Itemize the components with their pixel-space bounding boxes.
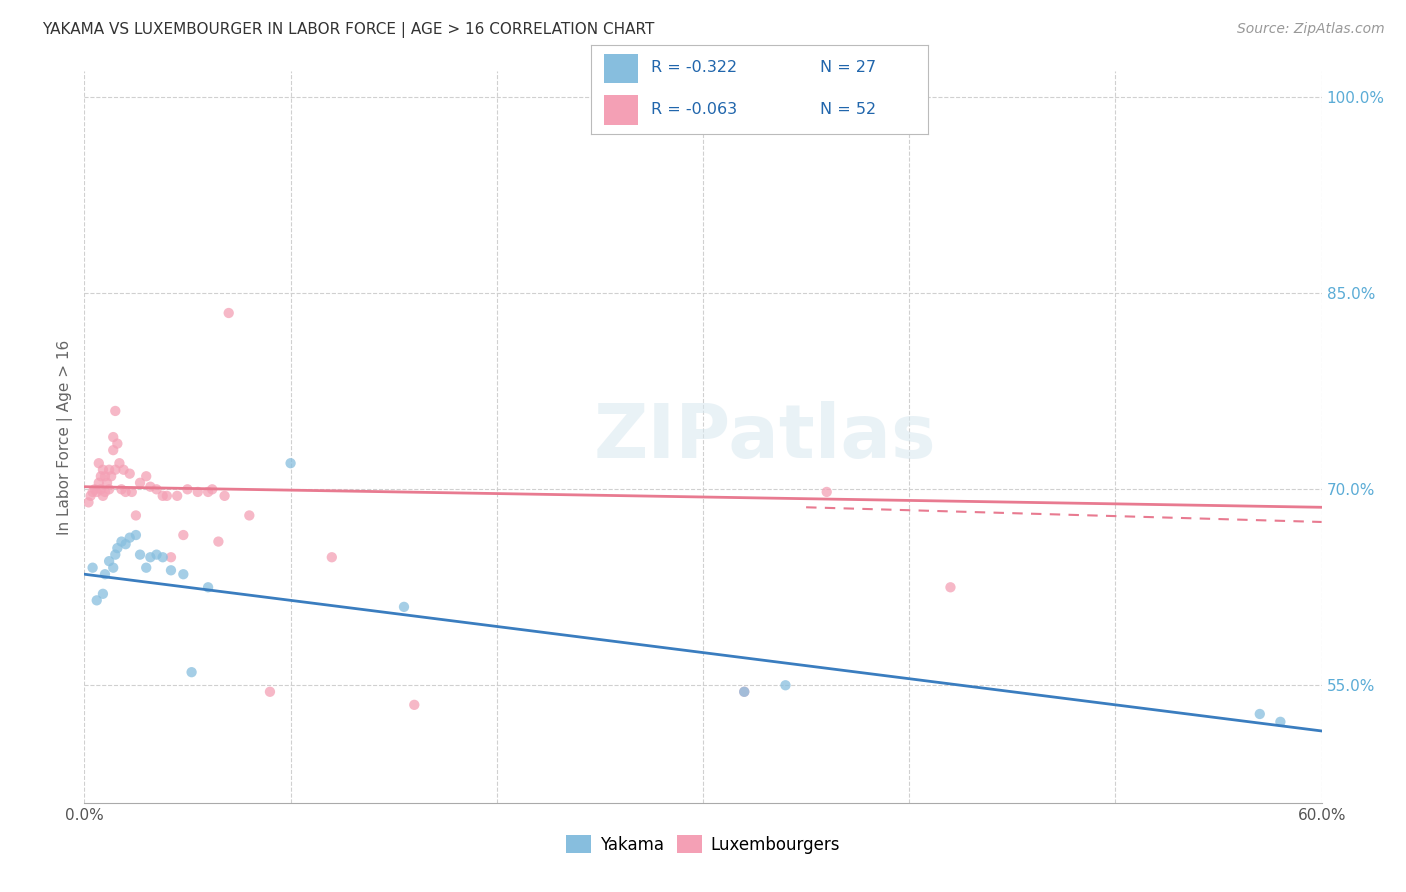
Point <box>197 580 219 594</box>
Point <box>176 483 198 497</box>
Point <box>118 531 141 545</box>
Point <box>112 463 135 477</box>
Point <box>201 483 224 497</box>
Point <box>82 560 104 574</box>
Text: Source: ZipAtlas.com: Source: ZipAtlas.com <box>1237 22 1385 37</box>
Point <box>139 480 162 494</box>
Point <box>108 456 131 470</box>
Text: ZIPatlas: ZIPatlas <box>593 401 936 474</box>
Point <box>125 528 148 542</box>
Point <box>1249 706 1271 721</box>
Point <box>280 456 302 470</box>
Point <box>96 475 118 490</box>
Point <box>733 685 755 699</box>
Point <box>121 485 143 500</box>
Point <box>145 483 167 497</box>
Point <box>82 485 104 500</box>
Point <box>129 475 152 490</box>
Point <box>79 489 101 503</box>
Point <box>98 463 121 477</box>
Point <box>98 554 121 568</box>
Point <box>86 485 108 500</box>
Point <box>103 560 125 574</box>
Point <box>207 534 229 549</box>
Text: YAKAMA VS LUXEMBOURGER IN LABOR FORCE | AGE > 16 CORRELATION CHART: YAKAMA VS LUXEMBOURGER IN LABOR FORCE | … <box>42 22 655 38</box>
Point <box>238 508 260 523</box>
Point <box>180 665 202 680</box>
Point <box>91 463 114 477</box>
Point <box>104 404 127 418</box>
Y-axis label: In Labor Force | Age > 16: In Labor Force | Age > 16 <box>58 340 73 534</box>
Point <box>104 548 127 562</box>
Point <box>118 467 141 481</box>
Point <box>197 485 219 500</box>
Point <box>94 485 117 500</box>
Point <box>259 685 281 699</box>
Text: R = -0.322: R = -0.322 <box>651 61 737 75</box>
Point <box>100 469 122 483</box>
FancyBboxPatch shape <box>605 54 638 83</box>
Point <box>214 489 236 503</box>
Point <box>114 485 136 500</box>
Point <box>125 508 148 523</box>
Point <box>83 483 105 497</box>
Point <box>218 306 240 320</box>
Point <box>105 436 128 450</box>
Point <box>172 567 194 582</box>
Point <box>110 534 132 549</box>
Point <box>166 489 188 503</box>
Text: R = -0.063: R = -0.063 <box>651 103 737 117</box>
Point <box>156 489 179 503</box>
Point <box>86 593 108 607</box>
FancyBboxPatch shape <box>605 95 638 125</box>
Point <box>392 599 415 614</box>
Point <box>91 489 114 503</box>
Point <box>104 463 127 477</box>
Point <box>105 541 128 555</box>
Text: N = 52: N = 52 <box>820 103 876 117</box>
Point <box>94 567 117 582</box>
Point <box>321 550 343 565</box>
Point <box>77 495 100 509</box>
Legend: Yakama, Luxembourgers: Yakama, Luxembourgers <box>560 829 846 860</box>
Point <box>98 483 121 497</box>
Point <box>152 550 174 565</box>
Point <box>160 563 183 577</box>
Point <box>114 537 136 551</box>
Point <box>939 580 962 594</box>
Point <box>87 456 110 470</box>
Point <box>152 489 174 503</box>
Point <box>145 548 167 562</box>
Point <box>172 528 194 542</box>
Point <box>87 475 110 490</box>
Point <box>135 469 157 483</box>
Point <box>103 443 125 458</box>
Point <box>129 548 152 562</box>
Point <box>404 698 426 712</box>
Point <box>160 550 183 565</box>
Point <box>135 560 157 574</box>
Point <box>90 483 112 497</box>
Point <box>90 469 112 483</box>
Point <box>91 587 114 601</box>
Point <box>103 430 125 444</box>
Text: N = 27: N = 27 <box>820 61 876 75</box>
Point <box>110 483 132 497</box>
Point <box>139 550 162 565</box>
Point <box>815 485 838 500</box>
Point <box>94 469 117 483</box>
Point <box>733 685 755 699</box>
Point <box>1270 714 1292 729</box>
Point <box>775 678 797 692</box>
Point <box>187 485 209 500</box>
